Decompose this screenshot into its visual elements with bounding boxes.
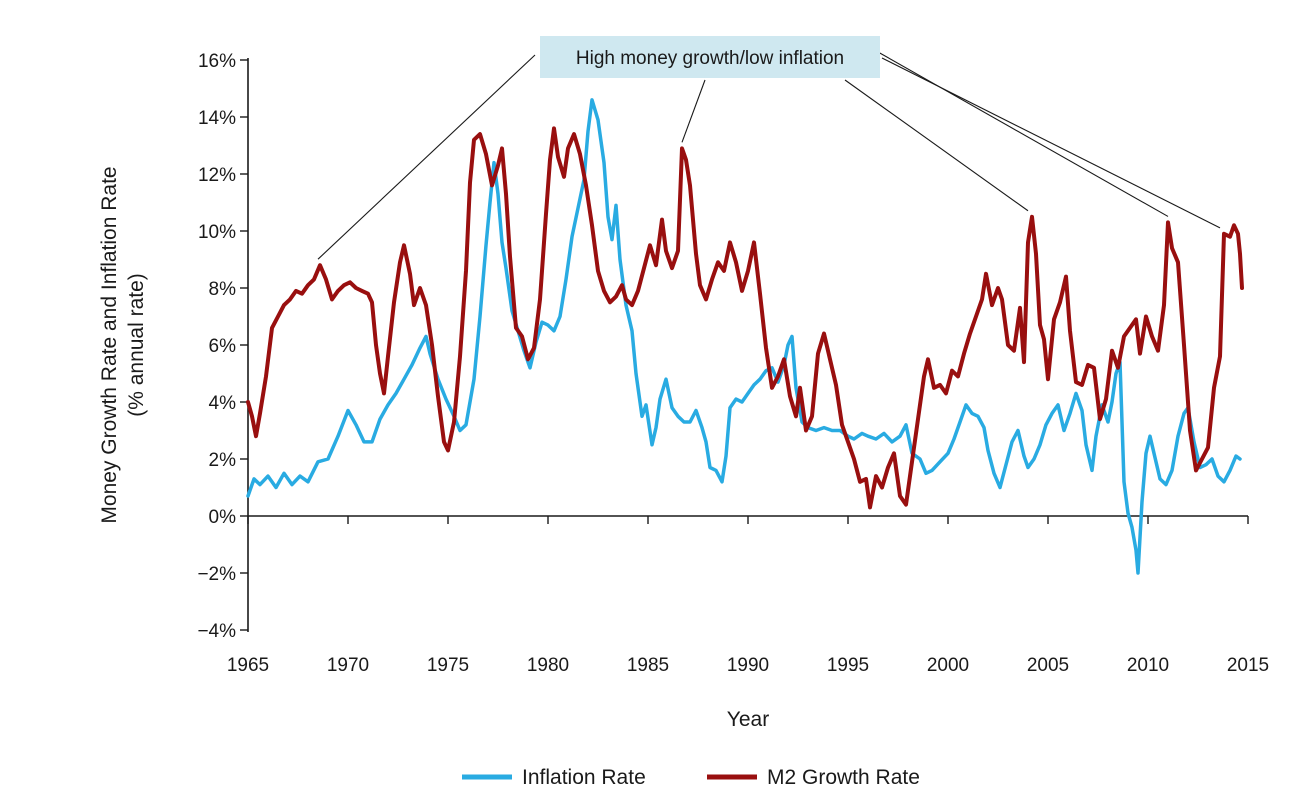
y-tick-label: 4% bbox=[209, 393, 237, 414]
annotation: High money growth/low inflation bbox=[317, 36, 1221, 260]
x-tick-label: 1980 bbox=[527, 655, 569, 676]
y-tick-label: 6% bbox=[209, 336, 237, 357]
annotation-text: High money growth/low inflation bbox=[576, 48, 844, 69]
x-tick-label: 2000 bbox=[927, 655, 969, 676]
annotation-box bbox=[540, 36, 880, 78]
y-tick-label: 16% bbox=[198, 51, 236, 72]
legend-label-m2: M2 Growth Rate bbox=[767, 766, 920, 789]
series-line-inflation bbox=[246, 98, 1242, 575]
x-tick-label: 1975 bbox=[427, 655, 469, 676]
y-tick-label: 10% bbox=[198, 222, 236, 243]
annotation-leader-line bbox=[844, 79, 1029, 212]
y-tick-label: 2% bbox=[209, 450, 237, 471]
legend: Inflation Rate M2 Growth Rate bbox=[462, 766, 920, 789]
axes bbox=[247, 58, 1248, 632]
y-tick-label: 8% bbox=[209, 279, 237, 300]
y-tick-label: 0% bbox=[209, 507, 237, 528]
y-tick-label: −2% bbox=[197, 564, 236, 585]
x-tick-label: 1990 bbox=[727, 655, 769, 676]
y-axis-title-line2: (% annual rate) bbox=[125, 273, 148, 417]
legend-label-inflation: Inflation Rate bbox=[522, 766, 646, 789]
x-tick-label: 2010 bbox=[1127, 655, 1169, 676]
x-tick-label: 1970 bbox=[327, 655, 369, 676]
y-tick-label: −4% bbox=[197, 621, 236, 642]
x-axis-title: Year bbox=[727, 708, 769, 731]
series-line-m2 bbox=[246, 126, 1244, 510]
x-tick-label: 1985 bbox=[627, 655, 669, 676]
x-tick-label: 2015 bbox=[1227, 655, 1269, 676]
x-tick-label: 2005 bbox=[1027, 655, 1069, 676]
ticks: −4% −2% 0% 2% 4% 6% 8% 10% 12% 14% 16% 1965 1970 1975… bbox=[197, 51, 1269, 676]
x-tick-label: 1965 bbox=[227, 655, 269, 676]
y-tick-label: 14% bbox=[198, 108, 236, 129]
annotation-leader-line bbox=[877, 51, 1169, 217]
y-axis-title-line1: Money Growth Rate and Inflation Rate bbox=[98, 166, 121, 523]
annotation-leader-line bbox=[317, 54, 536, 260]
series bbox=[246, 98, 1244, 575]
annotation-leader-line bbox=[881, 57, 1221, 229]
y-tick-label: 12% bbox=[198, 165, 236, 186]
annotation-leader-line bbox=[681, 79, 706, 143]
x-tick-label: 1995 bbox=[827, 655, 869, 676]
